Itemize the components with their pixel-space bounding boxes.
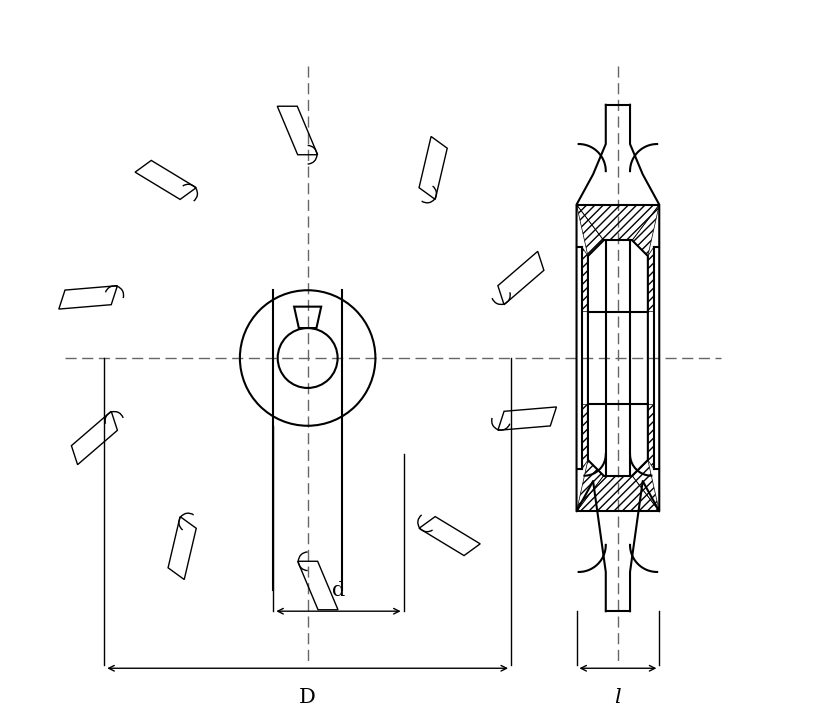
Text: d: d [332, 581, 345, 600]
Text: D: D [299, 688, 316, 707]
Text: l: l [615, 688, 621, 707]
